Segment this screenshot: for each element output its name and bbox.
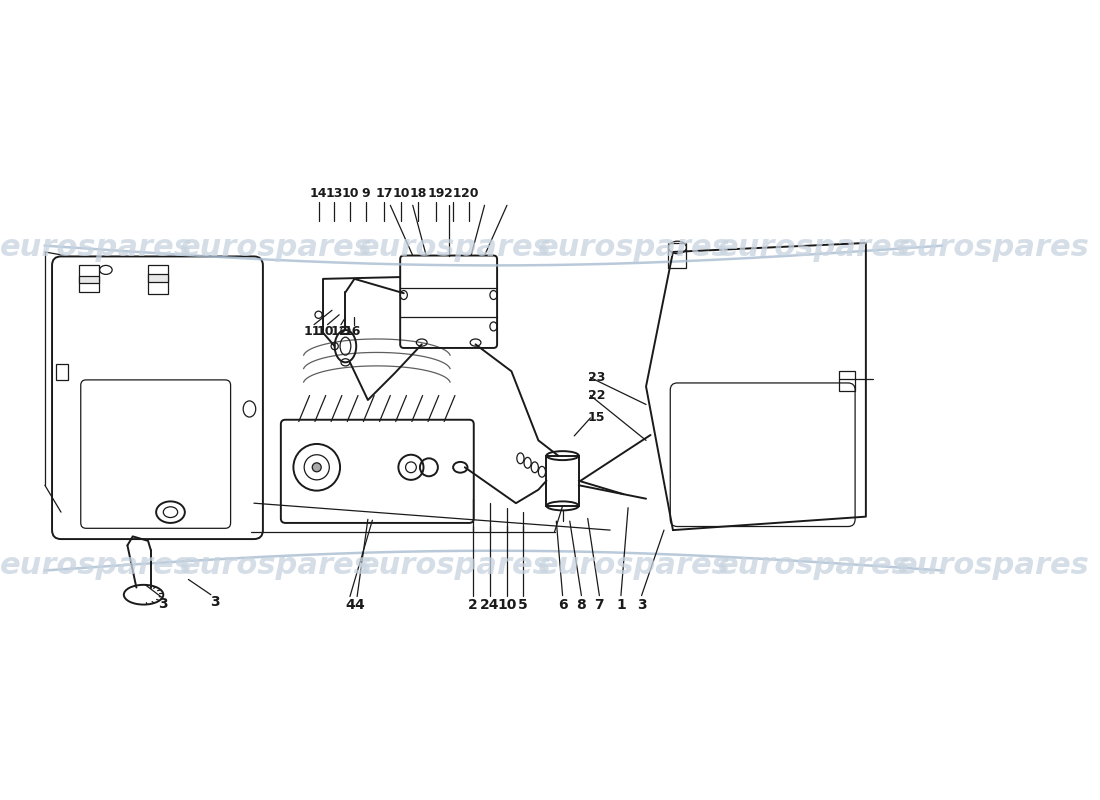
Text: 6: 6 (558, 598, 568, 611)
Text: eurospares: eurospares (538, 551, 732, 581)
Text: 3: 3 (637, 598, 647, 611)
FancyBboxPatch shape (80, 380, 231, 528)
Text: 10: 10 (497, 598, 517, 611)
Text: eurospares: eurospares (718, 551, 911, 581)
FancyBboxPatch shape (280, 420, 474, 523)
Text: 18: 18 (409, 187, 427, 200)
Text: 3: 3 (158, 597, 168, 610)
Text: 12: 12 (330, 326, 348, 338)
Bar (669, 243, 686, 268)
Text: 10: 10 (317, 326, 334, 338)
Text: eurospares: eurospares (359, 551, 552, 581)
Text: eurospares: eurospares (538, 233, 732, 262)
Text: 4: 4 (354, 598, 364, 611)
Text: eurospares: eurospares (898, 551, 1090, 581)
Text: 10: 10 (341, 187, 359, 200)
Text: 2: 2 (468, 598, 477, 611)
Text: 21: 21 (444, 187, 462, 200)
Text: eurospares: eurospares (0, 233, 192, 262)
Bar (839, 371, 855, 391)
Bar (148, 266, 168, 294)
Text: 23: 23 (588, 371, 605, 384)
Polygon shape (646, 243, 866, 530)
Bar (79, 266, 99, 292)
Text: 15: 15 (587, 411, 605, 425)
Text: eurospares: eurospares (179, 233, 372, 262)
Text: 10: 10 (393, 187, 410, 200)
Text: 20: 20 (461, 187, 478, 200)
Text: 17: 17 (375, 187, 393, 200)
Text: 14: 14 (310, 187, 328, 200)
Text: 13: 13 (326, 187, 342, 200)
Bar (79, 276, 99, 283)
Text: 22: 22 (587, 389, 605, 402)
Text: eurospares: eurospares (359, 233, 552, 262)
Text: 11: 11 (304, 326, 321, 338)
Text: eurospares: eurospares (0, 551, 192, 581)
Text: 16: 16 (344, 326, 361, 338)
FancyBboxPatch shape (52, 257, 263, 539)
FancyBboxPatch shape (400, 255, 497, 348)
Ellipse shape (312, 463, 321, 472)
Text: 24: 24 (481, 598, 499, 611)
Text: 4: 4 (345, 598, 355, 611)
Text: 8: 8 (576, 598, 586, 611)
Text: eurospares: eurospares (718, 233, 911, 262)
Text: 7: 7 (595, 598, 604, 611)
FancyBboxPatch shape (670, 383, 855, 526)
Text: 3: 3 (210, 595, 220, 609)
Text: eurospares: eurospares (898, 233, 1090, 262)
Text: 9: 9 (362, 187, 371, 200)
Bar (547, 456, 579, 506)
Bar (56, 364, 68, 380)
Text: 5: 5 (518, 598, 528, 611)
Text: 1: 1 (616, 598, 626, 611)
Text: eurospares: eurospares (179, 551, 372, 581)
Bar (148, 274, 168, 282)
Text: 19: 19 (428, 187, 444, 200)
